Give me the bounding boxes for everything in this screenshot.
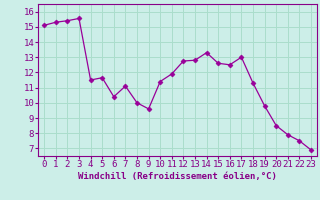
X-axis label: Windchill (Refroidissement éolien,°C): Windchill (Refroidissement éolien,°C) <box>78 172 277 181</box>
